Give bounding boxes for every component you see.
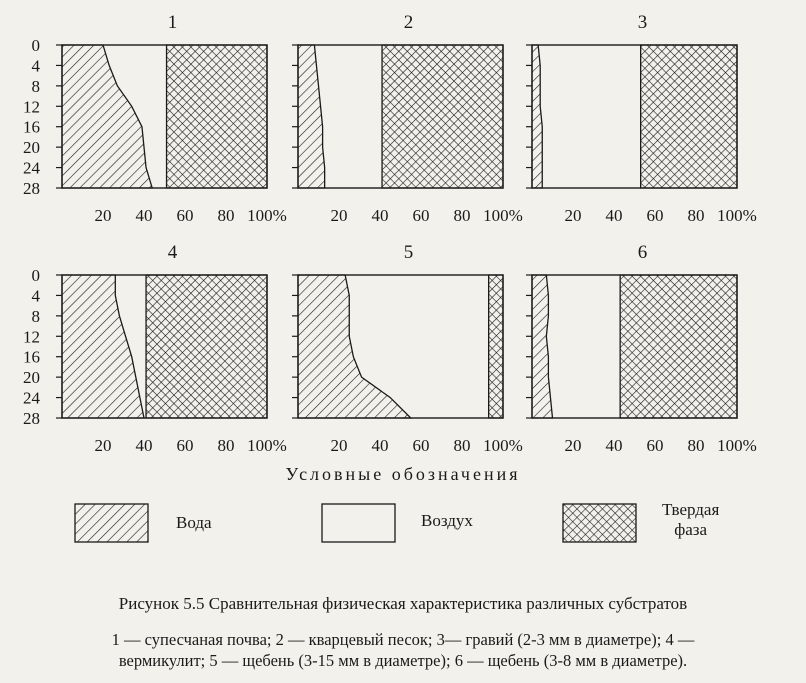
panel-frame-2 [297, 44, 504, 189]
y-tick-label: 8 [32, 77, 41, 96]
x-tick-label: 60 [177, 436, 194, 455]
solid-phase-area-4 [145, 274, 268, 419]
x-tick-label: 60 [647, 206, 664, 225]
x-tick-label: 100% [483, 436, 523, 455]
legend-swatch-water [74, 503, 149, 543]
x-tick-label: 40 [606, 436, 623, 455]
panel-title-3: 3 [638, 12, 648, 33]
panel-title-5: 5 [404, 242, 414, 263]
figure-notes-line2: вермикулит; 5 — щебень (3-15 мм в диамет… [118, 651, 688, 670]
solid-phase-area-1 [165, 44, 268, 189]
panel-title-6: 6 [638, 242, 648, 263]
x-tick-label: 40 [606, 206, 623, 225]
panel-title-2: 2 [404, 12, 414, 33]
y-tick-label: 20 [23, 368, 40, 387]
x-tick-label: 20 [331, 436, 348, 455]
x-tick-label: 80 [218, 436, 235, 455]
water-area-4 [61, 274, 145, 419]
y-tick-label: 12 [23, 327, 40, 346]
y-tick-label: 4 [32, 286, 41, 305]
water-area-5 [297, 274, 413, 419]
x-tick-label: 100% [247, 206, 287, 225]
solid-phase-area-5 [488, 274, 504, 419]
x-tick-label: 20 [331, 206, 348, 225]
y-tick-label: 16 [23, 118, 40, 137]
panel-2: 2 20 40 60 80 100% [292, 12, 523, 225]
legend-label-solid-line2: фаза [674, 520, 708, 539]
panel-frame-6 [531, 274, 738, 419]
panel-frame-1 [61, 44, 268, 189]
x-tick-label: 80 [688, 206, 705, 225]
legend-swatches [74, 503, 637, 543]
x-tick-label: 40 [136, 206, 153, 225]
y-tick-label: 20 [23, 138, 40, 157]
y-tick-label: 12 [23, 97, 40, 116]
panel-title-1: 1 [168, 12, 178, 33]
legend-label-water: Вода [176, 513, 212, 532]
panel-3: 3 20 40 60 80 100% [526, 12, 757, 225]
x-tick-label: 40 [136, 436, 153, 455]
x-tick-label: 100% [483, 206, 523, 225]
legend-label-solid: Твердая фаза [662, 500, 719, 540]
panel-5: 5 20 40 60 80 100% [292, 242, 523, 455]
water-area-2 [297, 44, 326, 189]
y-tick-label: 8 [32, 307, 41, 326]
panel-6: 6 20 40 60 80 100% [526, 242, 757, 455]
x-tick-label: 60 [413, 206, 430, 225]
figure-notes: 1 — супесчаная почва; 2 — кварцевый песо… [0, 629, 806, 671]
x-tick-label: 80 [688, 436, 705, 455]
x-tick-label: 20 [565, 206, 582, 225]
x-tick-label: 80 [218, 206, 235, 225]
y-tick-label: 28 [23, 179, 40, 198]
x-tick-label: 100% [247, 436, 287, 455]
legend-swatch-air [321, 503, 396, 543]
x-tick-label: 20 [95, 436, 112, 455]
panel-frame-3 [531, 44, 738, 189]
water-area-1 [61, 44, 154, 189]
x-tick-label: 60 [413, 436, 430, 455]
x-tick-label: 40 [372, 436, 389, 455]
y-tick-label: 0 [32, 266, 41, 285]
panel-title-4: 4 [168, 242, 178, 263]
x-tick-label: 60 [177, 206, 194, 225]
x-tick-label: 20 [95, 206, 112, 225]
figure-caption: Рисунок 5.5 Сравнительная физическая хар… [118, 594, 688, 613]
legend-label-air: Воздух [421, 511, 473, 530]
y-tick-label: 28 [23, 409, 40, 428]
water-area-6 [531, 274, 554, 419]
legend-title: Условные обозначения [285, 464, 521, 484]
solid-phase-area-2 [381, 44, 504, 189]
x-tick-label: 100% [717, 206, 757, 225]
x-tick-label: 80 [454, 206, 471, 225]
y-tick-label: 4 [32, 56, 41, 75]
water-area-3 [531, 44, 543, 189]
legend-swatch-solid [562, 503, 637, 543]
x-tick-label: 20 [565, 436, 582, 455]
panel-frame-5 [297, 274, 504, 419]
figure-notes-line1: 1 — супесчаная почва; 2 — кварцевый песо… [111, 630, 695, 649]
y-tick-label: 16 [23, 348, 40, 367]
solid-phase-area-3 [640, 44, 738, 189]
x-tick-label: 60 [647, 436, 664, 455]
legend-label-solid-line1: Твердая [662, 500, 720, 519]
x-tick-label: 100% [717, 436, 757, 455]
panel-frame-4 [61, 274, 268, 419]
x-tick-label: 40 [372, 206, 389, 225]
x-tick-label: 80 [454, 436, 471, 455]
solid-phase-area-6 [619, 274, 738, 419]
y-tick-label: 24 [23, 389, 41, 408]
y-tick-label: 0 [32, 36, 41, 55]
y-tick-label: 24 [23, 159, 41, 178]
